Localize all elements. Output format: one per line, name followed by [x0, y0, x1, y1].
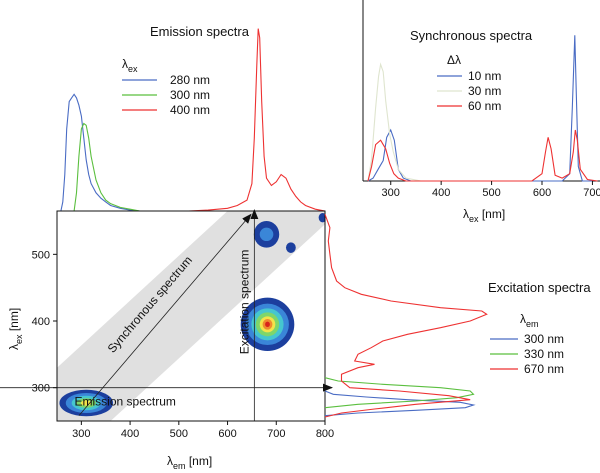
eem-x-ticks: 300 400 500 600 700 800	[72, 421, 334, 440]
contour-peak-2-level-1	[259, 227, 274, 242]
sync-legend-label-2: 60 nm	[468, 99, 501, 113]
emission-line-1	[73, 122, 140, 212]
emission-line-0	[60, 93, 140, 212]
eem-x-tick-label-4: 700	[267, 428, 285, 440]
excitation-series	[324, 214, 488, 418]
eem-x-label-main: λ	[167, 454, 173, 468]
sync-line-2	[367, 129, 598, 182]
sync-title: Synchronous spectra	[410, 28, 533, 43]
eem-y-label: λex [nm]	[7, 308, 24, 350]
excitation-spectrum-label: Excitation spectrum	[237, 250, 251, 355]
sync-tick-label-3: 600	[533, 187, 551, 199]
excitation-title: Excitation spectra	[488, 280, 591, 295]
excitation-line-1	[324, 377, 475, 409]
sync-legend-label-1: 30 nm	[468, 84, 501, 98]
eem-x-tick-label-3: 600	[218, 428, 236, 440]
sync-line-1	[367, 62, 442, 182]
eem-y-tick-label-2: 500	[32, 249, 50, 261]
sync-x-label-main: λ	[463, 207, 469, 221]
sync-tick-label-1: 400	[432, 187, 450, 199]
eem-y-tick-label-0: 300	[32, 383, 50, 395]
sync-tick-label-0: 300	[382, 187, 400, 199]
excitation-legend-title-sub: em	[526, 319, 539, 329]
emission-spectrum-label: Emission spectrum	[75, 395, 176, 409]
eem-frame	[56, 210, 326, 422]
excitation-legend-label-0: 300 nm	[524, 332, 564, 346]
sync-series	[367, 35, 598, 182]
excitation-line-0	[324, 390, 476, 417]
emission-legend-title-sub: ex	[128, 64, 138, 74]
excitation-legend-title: λem	[520, 312, 539, 329]
eem-x-tick-label-5: 800	[316, 428, 334, 440]
eem-x-label-sub: em	[173, 461, 186, 471]
sync-x-label: λex [nm]	[463, 207, 505, 224]
eem-y-ticks: 300 400 500	[32, 249, 57, 395]
excitation-legend-label-1: 330 nm	[524, 347, 564, 361]
contour-peak-3-level-0	[285, 242, 296, 253]
excitation-legend-label-2: 670 nm	[524, 362, 564, 376]
emission-line-2	[135, 28, 326, 212]
eem-x-label-unit: [nm]	[186, 454, 213, 468]
eem-y-label-unit: [nm]	[7, 308, 21, 335]
eem-x-tick-label-2: 500	[170, 428, 188, 440]
rayleigh-scatter-band	[57, 211, 325, 421]
eem-y-label-main: λ	[7, 344, 21, 350]
eem-y-tick-label-1: 400	[32, 316, 50, 328]
emission-legend-label-2: 400 nm	[170, 103, 210, 117]
emission-legend-label-1: 300 nm	[170, 88, 210, 102]
eem-x-label: λem [nm]	[167, 454, 212, 471]
emission-title: Emission spectra	[150, 24, 250, 39]
sync-x-label-sub: ex	[469, 214, 479, 224]
contour-peak-1-level-6	[265, 321, 270, 328]
sync-x-label-unit: [nm]	[479, 207, 506, 221]
sync-legend-label-0: 10 nm	[468, 69, 501, 83]
sync-tick-label-4: 700	[583, 187, 600, 199]
contour-peak-4-level-0	[318, 212, 325, 223]
eem-y-label-sub: ex	[14, 334, 24, 344]
sync-tick-label-2: 500	[482, 187, 500, 199]
emission-legend-label-0: 280 nm	[170, 73, 210, 87]
eem-contour-panel: Emission spectrum Excitation spectrum Sy…	[0, 209, 334, 471]
eem-x-tick-label-1: 400	[121, 428, 139, 440]
emission-series	[60, 28, 326, 212]
emission-legend-title-main: λ	[122, 57, 128, 71]
sync-x-ticks: 300 400 500 600 700	[382, 181, 600, 199]
sync-legend-title: Δλ	[447, 53, 461, 67]
excitation-line-2	[324, 214, 488, 418]
emission-legend-title: λex	[122, 57, 138, 74]
eem-x-tick-label-0: 300	[72, 428, 90, 440]
synchronous-spectrum-arrow	[78, 213, 252, 416]
excitation-legend-title-main: λ	[520, 312, 526, 326]
